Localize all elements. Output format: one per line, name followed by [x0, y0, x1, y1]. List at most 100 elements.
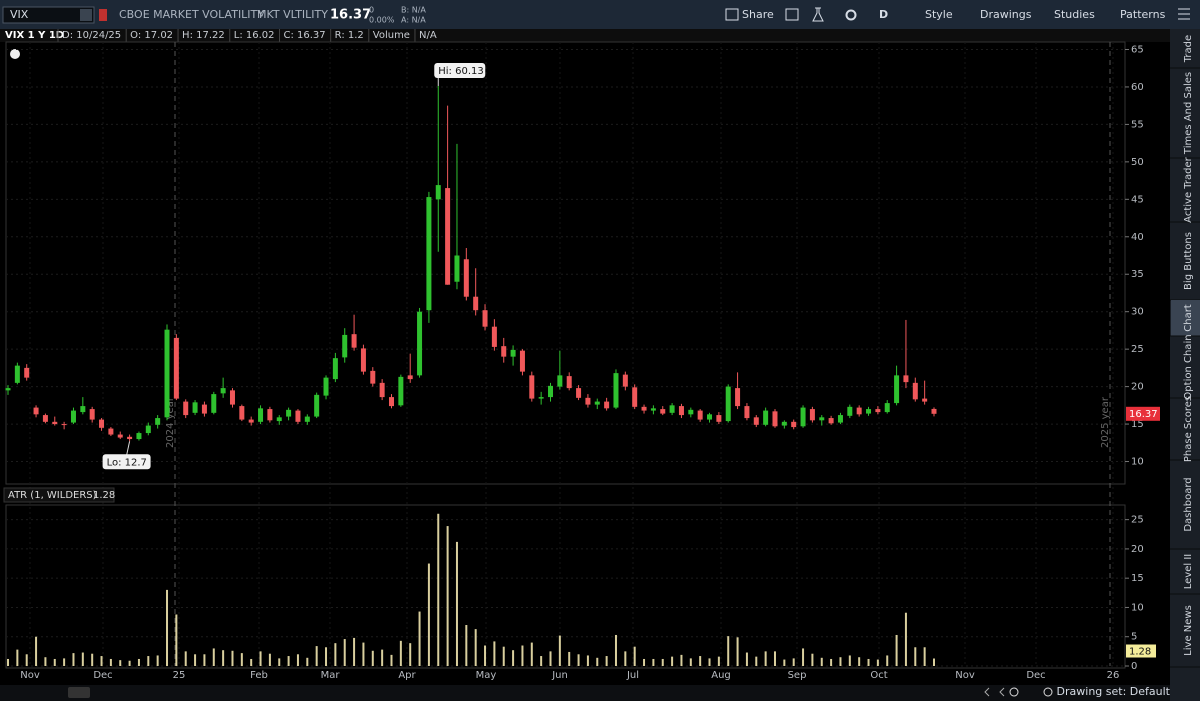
drawing-set[interactable]: Drawing set: Default	[1057, 685, 1171, 698]
candle-body	[89, 409, 95, 420]
candle-body	[276, 417, 282, 422]
drawings-button[interactable]: Drawings	[980, 8, 1032, 21]
candle-body	[725, 386, 731, 422]
sidebar-tab[interactable]: Dashboard	[1183, 477, 1194, 531]
atr-bar	[250, 658, 253, 666]
callout-box	[102, 454, 151, 470]
atr-bar	[315, 646, 318, 666]
atr-bar	[399, 640, 402, 666]
atr-bar	[530, 642, 533, 666]
atr-bar	[577, 654, 580, 666]
atr-bar	[362, 642, 365, 666]
candle-body	[463, 259, 469, 297]
candle-body	[426, 197, 432, 311]
sidebar-tab[interactable]: Chart	[1183, 304, 1194, 332]
candle-body	[445, 188, 451, 285]
atr-bar	[521, 645, 524, 666]
atr-bar	[811, 653, 814, 666]
x-tick-label: Sep	[788, 670, 807, 681]
candle-body	[650, 408, 656, 411]
x-tick-label: Nov	[955, 670, 975, 681]
studies-button[interactable]: Studies	[1054, 8, 1095, 21]
candle-body	[164, 329, 170, 418]
atr-bar	[35, 636, 38, 666]
sidebar-tab[interactable]: Big Buttons	[1183, 232, 1194, 290]
atr-bar	[727, 636, 730, 666]
snapshot-icon[interactable]	[785, 8, 799, 21]
lab-icon[interactable]	[812, 7, 824, 22]
atr-bar	[839, 657, 842, 666]
study-value: 1.28	[93, 490, 115, 501]
atr-bar	[933, 658, 935, 666]
y-tick-label: 10	[1131, 602, 1144, 613]
candle-body	[24, 367, 30, 378]
candle-body	[791, 421, 797, 428]
callout-line	[126, 441, 131, 456]
symbol-box[interactable]	[2, 6, 95, 24]
candle-body	[847, 406, 853, 416]
atr-bar	[91, 653, 94, 666]
candle-body	[145, 425, 151, 434]
atr-last-tag: 1.28	[1129, 647, 1151, 658]
atr-bar	[614, 634, 617, 666]
callout-box	[434, 62, 486, 78]
candle-body	[304, 416, 310, 422]
dropdown[interactable]	[80, 9, 92, 21]
atr-bar	[240, 653, 243, 666]
info-item: O: 17.02	[130, 30, 173, 41]
y-tick-label: 15	[1131, 419, 1144, 430]
y-tick-label: 10	[1131, 457, 1144, 468]
candle-body	[548, 385, 554, 398]
sidebar-tab[interactable]: Level II	[1183, 554, 1194, 589]
candle-body	[351, 334, 357, 348]
candle-body	[884, 403, 890, 413]
candle-body	[557, 375, 563, 387]
x-tick-label: Oct	[870, 670, 887, 681]
info-item: C: 16.37	[284, 30, 326, 41]
sidebar-tab[interactable]: Phase Scores	[1183, 396, 1194, 462]
atr-bar	[783, 659, 786, 666]
aggregation-button[interactable]: D	[879, 8, 888, 21]
y-tick-label: 0	[1131, 661, 1137, 672]
sidebar-tab[interactable]: Trade	[1183, 35, 1194, 63]
settings-icon[interactable]	[845, 9, 857, 21]
atr-bar	[624, 651, 627, 666]
sidebar-tab[interactable]: Option Chain	[1183, 334, 1194, 399]
status-bar	[0, 685, 1170, 701]
atr-bar	[671, 656, 674, 666]
sidebar-tab[interactable]: Active Trader	[1183, 156, 1194, 222]
style-button[interactable]: Style	[925, 8, 953, 21]
atr-bar	[904, 612, 907, 666]
patterns-button[interactable]: Patterns	[1120, 8, 1166, 21]
share-icon[interactable]	[725, 8, 739, 21]
bid: B: N/A	[401, 6, 426, 15]
candle-body	[894, 375, 900, 404]
atr-bar	[605, 656, 608, 666]
candle-body	[594, 401, 600, 405]
atr-bar	[371, 650, 374, 666]
candle-body	[239, 406, 245, 420]
candle-body	[781, 421, 787, 426]
menu-icon[interactable]	[1178, 8, 1190, 20]
x-tick-label: Aug	[711, 670, 731, 681]
atr-bar	[53, 658, 56, 666]
x-tick-label: May	[476, 670, 497, 681]
sidebar-tab[interactable]: Live News	[1183, 605, 1194, 656]
share-button[interactable]: Share	[742, 8, 774, 21]
candle-body	[70, 410, 76, 423]
alert-icon[interactable]	[10, 49, 20, 59]
study-title: ATR (1, WILDERS)	[8, 490, 97, 501]
atr-bar	[820, 657, 823, 666]
info-item: L: 16.02	[234, 30, 275, 41]
info-item: Volume	[373, 30, 410, 41]
atr-bar	[549, 651, 552, 666]
candle-body	[529, 375, 535, 399]
atr-bar	[596, 657, 599, 666]
atr-bar	[568, 651, 571, 666]
candle-body	[248, 419, 254, 423]
atr-bar	[81, 652, 84, 666]
link-icon[interactable]	[99, 9, 107, 21]
x-tick-label: 25	[173, 670, 186, 681]
atr-bar	[334, 643, 337, 666]
sidebar-tab[interactable]: Times And Sales	[1183, 72, 1194, 155]
